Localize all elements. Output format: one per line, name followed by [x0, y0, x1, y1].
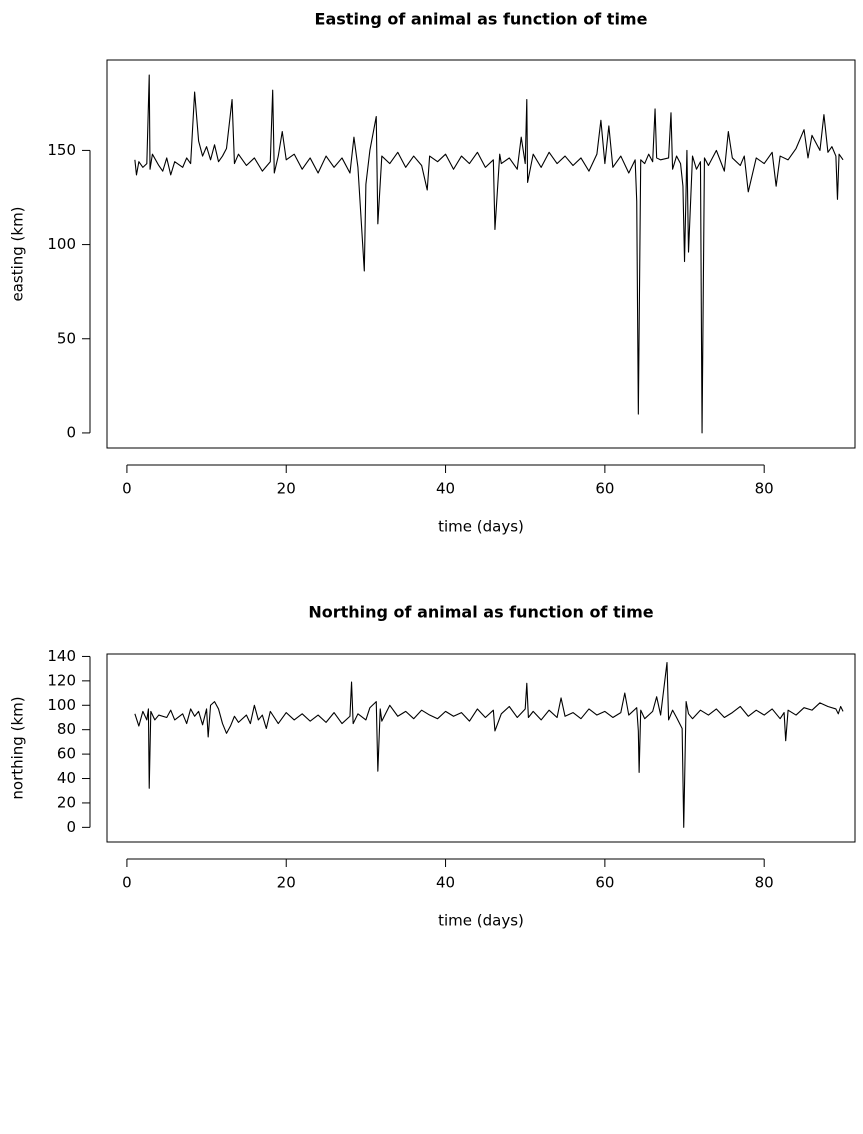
y-tick-label: 0 — [66, 818, 76, 836]
y-tick-label: 0 — [66, 423, 76, 441]
data-line — [134, 662, 844, 828]
chart-title: Easting of animal as function of time — [315, 10, 648, 29]
y-tick-label: 20 — [57, 793, 76, 811]
y-tick-label: 100 — [47, 696, 76, 714]
x-tick-label: 60 — [595, 480, 614, 498]
x-tick-label: 20 — [277, 480, 296, 498]
data-line — [134, 74, 844, 434]
chart-title: Northing of animal as function of time — [308, 603, 653, 622]
x-tick-label: 80 — [755, 480, 774, 498]
y-tick-label: 120 — [47, 671, 76, 689]
x-tick-label: 0 — [122, 480, 132, 498]
y-tick-label: 100 — [47, 235, 76, 253]
y-tick-label: 50 — [57, 329, 76, 347]
x-tick-label: 80 — [755, 874, 774, 892]
x-axis-label: time (days) — [438, 518, 524, 536]
y-tick-label: 40 — [57, 769, 76, 787]
x-tick-label: 20 — [277, 874, 296, 892]
x-tick-label: 40 — [436, 874, 455, 892]
x-tick-label: 60 — [595, 874, 614, 892]
x-tick-label: 0 — [122, 874, 132, 892]
y-axis-label: northing (km) — [9, 696, 27, 799]
y-tick-label: 60 — [57, 745, 76, 763]
y-axis-label: easting (km) — [9, 206, 27, 301]
plot-box — [106, 653, 856, 843]
x-tick-label: 40 — [436, 480, 455, 498]
y-tick-label: 80 — [57, 720, 76, 738]
y-tick-label: 140 — [47, 647, 76, 665]
y-tick-label: 150 — [47, 141, 76, 159]
x-axis-label: time (days) — [438, 912, 524, 930]
plot-box — [106, 59, 856, 449]
